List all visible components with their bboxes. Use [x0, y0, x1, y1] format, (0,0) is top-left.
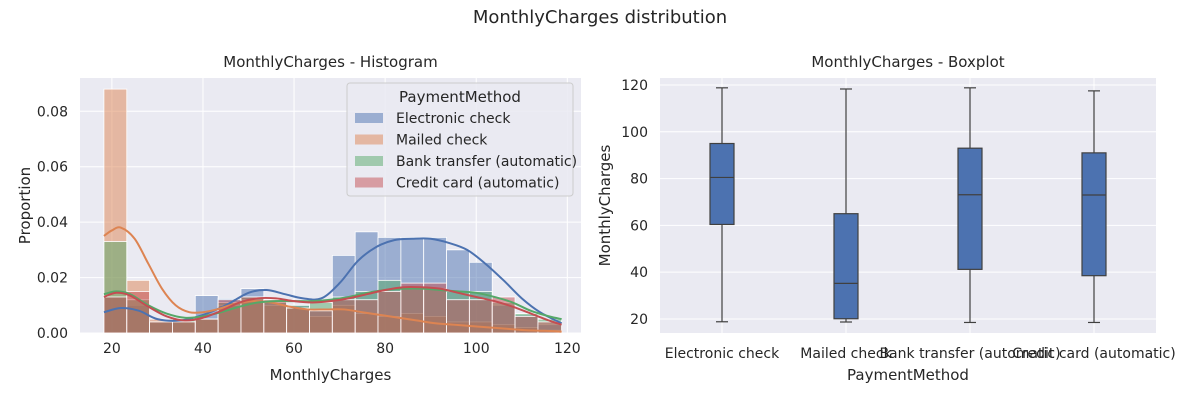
kde-line-mailed-check: [103, 226, 562, 333]
kde-line-credit-card-automatic: [103, 286, 562, 326]
x-tick-label: 60: [285, 341, 303, 357]
y-tick-label: 60: [630, 218, 648, 234]
y-tick-label: 0.00: [37, 326, 68, 342]
histogram-panel: 20 40 60 80 100 120 0.00 0.02 0.04 0.06 0.08 Month…: [16, 53, 581, 384]
y-tick-label: 100: [621, 125, 648, 141]
kde-line-bank-transfer-automatic: [103, 287, 562, 321]
x-tick-label: 20: [103, 341, 121, 357]
legend-label-mailed-check: Mailed check: [396, 133, 488, 149]
legend-label-credit-card-automatic: Credit card (automatic): [396, 176, 559, 192]
legend-frame: [346, 82, 574, 197]
histogram-bar: [331, 299, 356, 334]
iqr-box: [709, 142, 735, 226]
box-mailed-check: [833, 88, 859, 323]
legend-label-bank-transfer-automatic: Bank transfer (automatic): [396, 154, 577, 170]
iqr-box: [833, 213, 859, 320]
histogram-bar: [286, 307, 310, 334]
histogram-bar: [446, 299, 470, 334]
x-tick-label: Electronic check: [665, 346, 780, 362]
legend-swatch-bank-transfer-automatic: [355, 156, 383, 166]
x-tick-label: Mailed check: [800, 346, 892, 362]
y-tick-label: 120: [621, 78, 648, 94]
boxplot-x-label: PaymentMethod: [847, 366, 969, 384]
histogram-bar: [537, 321, 563, 334]
y-tick-label: 0.06: [37, 160, 68, 176]
box-credit-card-automatic: [1081, 90, 1107, 324]
histogram-bar: [400, 282, 425, 334]
box-bank-transfer-automatic: [957, 87, 983, 324]
legend-swatch-electronic-check: [355, 113, 383, 123]
boxplot-plot-area: [660, 78, 1156, 333]
histogram-kde-lines: [103, 226, 563, 333]
x-tick-label: 40: [194, 341, 212, 357]
boxplot-y-label: MonthlyCharges: [596, 144, 614, 266]
boxplot-tick-labels: 20 40 60 80 100 120 Electronic check Mailed che…: [621, 78, 1175, 362]
y-tick-label: 0.02: [37, 271, 68, 287]
x-tick-label: 100: [463, 341, 490, 357]
x-tick-label: 120: [554, 341, 581, 357]
histogram-bar: [377, 291, 402, 334]
histogram-bar: [309, 310, 333, 334]
histogram-bar: [172, 321, 196, 334]
histogram-bar: [126, 291, 150, 334]
histogram-bar: [149, 321, 173, 334]
histogram-y-label: Proportion: [16, 167, 34, 244]
legend-swatch-credit-card-automatic: [355, 177, 383, 188]
histogram-bar: [103, 296, 128, 334]
box-electronic-check: [709, 87, 735, 323]
histogram-title: MonthlyCharges - Histogram: [223, 53, 437, 71]
histogram-bar: [194, 318, 219, 334]
histogram-x-label: MonthlyCharges: [270, 366, 392, 384]
legend-swatch-mailed-check: [355, 134, 383, 145]
histogram-bar: [354, 299, 379, 334]
y-tick-label: 0.04: [37, 215, 68, 231]
y-tick-label: 40: [630, 265, 648, 281]
figure-title: MonthlyCharges distribution: [473, 7, 727, 28]
x-tick-label: Bank transfer (automatic): [879, 346, 1060, 362]
y-tick-label: 80: [630, 172, 648, 188]
y-tick-label: 0.08: [37, 104, 68, 120]
legend-label-electronic-check: Electronic check: [396, 111, 511, 127]
y-tick-label: 20: [630, 312, 648, 328]
iqr-box: [957, 147, 983, 270]
iqr-box: [1081, 152, 1107, 277]
boxplot-panel: 20 40 60 80 100 120 Electronic check Mailed che…: [596, 53, 1176, 384]
x-tick-label: 80: [376, 341, 394, 357]
x-tick-label: Credit card (automatic): [1012, 346, 1175, 362]
histogram-tick-labels: 20 40 60 80 100 120 0.00 0.02 0.04 0.06 0.08: [37, 104, 581, 357]
histogram-legend: PaymentMethod Electronic check Mailed che…: [346, 82, 577, 197]
legend-title: PaymentMethod: [399, 88, 521, 106]
boxplot-boxes: [709, 87, 1107, 324]
boxplot-title: MonthlyCharges - Boxplot: [811, 53, 1004, 71]
